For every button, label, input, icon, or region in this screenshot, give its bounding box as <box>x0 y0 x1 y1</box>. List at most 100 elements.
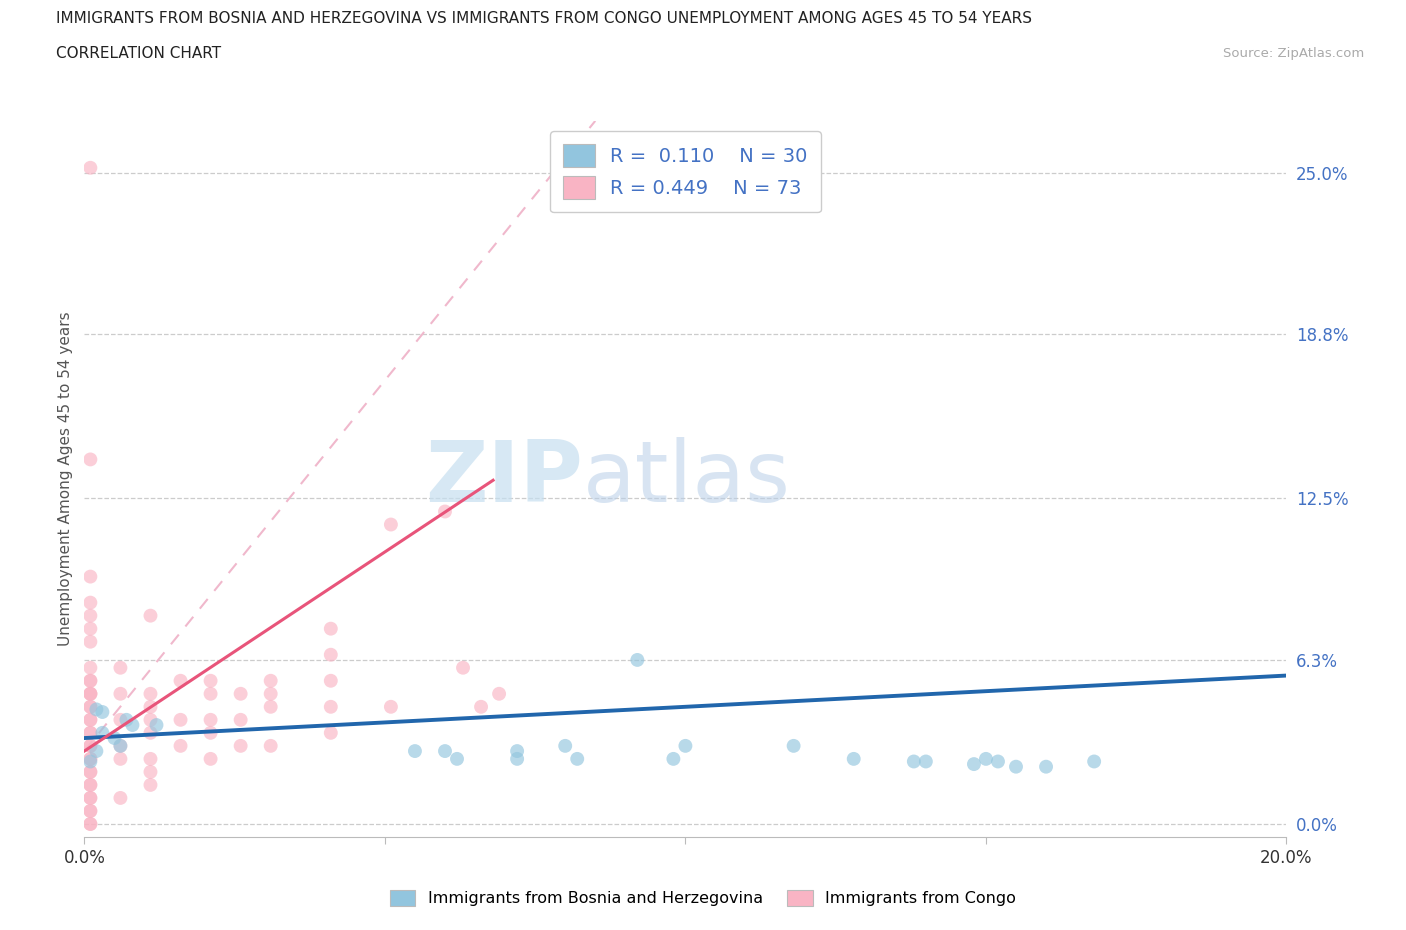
Point <box>79 764 101 779</box>
Point <box>260 686 283 701</box>
Legend: Immigrants from Bosnia and Herzegovina, Immigrants from Congo: Immigrants from Bosnia and Herzegovina, … <box>384 884 1022 912</box>
Point <box>79 699 101 714</box>
Point <box>79 817 101 831</box>
Point <box>782 738 804 753</box>
Text: CORRELATION CHART: CORRELATION CHART <box>56 46 221 61</box>
Point <box>115 712 138 727</box>
Point <box>974 751 997 766</box>
Point <box>79 712 101 727</box>
Point <box>260 673 283 688</box>
Point <box>903 754 925 769</box>
Point <box>79 160 101 175</box>
Point <box>554 738 576 753</box>
Point <box>139 751 162 766</box>
Point <box>380 699 402 714</box>
Point <box>79 686 101 701</box>
Point <box>139 712 162 727</box>
Point <box>79 699 101 714</box>
Point <box>121 718 143 733</box>
Point <box>110 738 132 753</box>
Point <box>110 686 132 701</box>
Point <box>79 764 101 779</box>
Point <box>200 673 222 688</box>
Point <box>662 751 685 766</box>
Point <box>110 751 132 766</box>
Point <box>260 699 283 714</box>
Point <box>229 738 252 753</box>
Text: ZIP: ZIP <box>426 437 583 521</box>
Point <box>79 790 101 805</box>
Point <box>79 634 101 649</box>
Point <box>86 702 108 717</box>
Point <box>79 660 101 675</box>
Point <box>79 608 101 623</box>
Point <box>319 699 342 714</box>
Point <box>79 738 101 753</box>
Point <box>79 804 101 818</box>
Point <box>169 712 191 727</box>
Point <box>506 751 529 766</box>
Point <box>567 751 589 766</box>
Point <box>451 660 474 675</box>
Point <box>91 705 114 720</box>
Point <box>79 751 101 766</box>
Point <box>319 621 342 636</box>
Point <box>110 790 132 805</box>
Point <box>79 790 101 805</box>
Point <box>446 751 468 766</box>
Point <box>1083 754 1105 769</box>
Point <box>79 751 101 766</box>
Point <box>842 751 865 766</box>
Point <box>86 744 108 759</box>
Point <box>110 738 132 753</box>
Point <box>963 757 986 772</box>
Point <box>675 738 697 753</box>
Point <box>79 777 101 792</box>
Point <box>626 653 648 668</box>
Point <box>380 517 402 532</box>
Point <box>79 777 101 792</box>
Point <box>434 744 457 759</box>
Point <box>79 595 101 610</box>
Point <box>139 777 162 792</box>
Point <box>110 660 132 675</box>
Point <box>434 504 457 519</box>
Y-axis label: Unemployment Among Ages 45 to 54 years: Unemployment Among Ages 45 to 54 years <box>58 312 73 646</box>
Point <box>488 686 510 701</box>
Point <box>79 804 101 818</box>
Point <box>79 569 101 584</box>
Point <box>319 725 342 740</box>
Point <box>79 621 101 636</box>
Point <box>79 673 101 688</box>
Point <box>91 725 114 740</box>
Point <box>139 725 162 740</box>
Legend: R =  0.110    N = 30, R = 0.449    N = 73: R = 0.110 N = 30, R = 0.449 N = 73 <box>550 130 821 212</box>
Point <box>79 817 101 831</box>
Point <box>200 751 222 766</box>
Point <box>79 725 101 740</box>
Point <box>79 754 101 769</box>
Point <box>79 712 101 727</box>
Text: IMMIGRANTS FROM BOSNIA AND HERZEGOVINA VS IMMIGRANTS FROM CONGO UNEMPLOYMENT AMO: IMMIGRANTS FROM BOSNIA AND HERZEGOVINA V… <box>56 11 1032 26</box>
Point <box>404 744 426 759</box>
Point <box>470 699 492 714</box>
Point <box>145 718 167 733</box>
Point <box>319 647 342 662</box>
Point <box>260 738 283 753</box>
Point <box>200 712 222 727</box>
Point <box>200 725 222 740</box>
Point <box>139 686 162 701</box>
Point <box>139 608 162 623</box>
Point <box>506 744 529 759</box>
Point <box>319 673 342 688</box>
Point <box>1035 759 1057 774</box>
Point <box>169 673 191 688</box>
Point <box>79 673 101 688</box>
Point <box>139 764 162 779</box>
Point <box>229 712 252 727</box>
Point <box>1005 759 1028 774</box>
Point <box>79 725 101 740</box>
Point <box>79 686 101 701</box>
Point <box>229 686 252 701</box>
Point <box>169 738 191 753</box>
